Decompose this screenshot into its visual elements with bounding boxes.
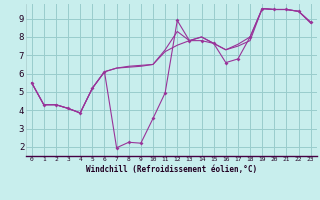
X-axis label: Windchill (Refroidissement éolien,°C): Windchill (Refroidissement éolien,°C) xyxy=(86,165,257,174)
